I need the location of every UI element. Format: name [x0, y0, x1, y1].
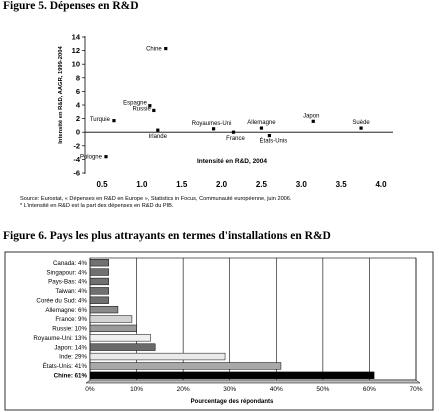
- figure6-category-chine: Chine: 61%: [54, 373, 88, 380]
- figure6-plot-background: [89, 257, 417, 381]
- figure5-x-tick-label: 4.0: [375, 180, 387, 189]
- figure5-x-tick-label: 2.5: [256, 180, 268, 189]
- figure5-point-label-royaumes-uni: Royaumes-Uni: [192, 121, 232, 127]
- figure5-point-label-suede: Suède: [352, 120, 370, 126]
- figure6-x-tick-label: 40%: [270, 386, 283, 393]
- figure6-bar-pays-bas: [89, 277, 109, 286]
- figure6-bar-japon: [89, 343, 156, 351]
- figure5-point-label-irlande: Irlande: [149, 134, 168, 140]
- figure6-x-tick-label: 60%: [363, 386, 376, 393]
- figure6-bar-coree-du-sud: [89, 296, 109, 304]
- figure5-y-tick-label: 4: [76, 101, 81, 110]
- figure5-point-label-etats-unis: États-Unis: [260, 138, 288, 145]
- figure6-category-canada: Canada: 4%: [53, 260, 88, 267]
- figure5-x-ticks: 0.5 1.0 1.5 2.0 2.5 3.0 3.5 4.0: [96, 180, 387, 189]
- figure5-y-tick-label: 0: [76, 128, 80, 137]
- figure5-footnote: * L'intensité en R&D est la part des dép…: [20, 203, 174, 209]
- figure6-x-tick-label: 70%: [409, 386, 422, 393]
- figure5-y-tick-label: -4: [73, 155, 80, 164]
- figure5-point-label-chine: Chine: [146, 47, 162, 53]
- figure5-title: Figure 5. Dépenses en R&D: [3, 0, 139, 12]
- figure5-y-tick-label: 2: [76, 114, 80, 123]
- figure6-category-taiwan: Taiwan: 4%: [55, 288, 87, 295]
- figure6-category-coree-du-sud: Corée du Sud: 4%: [36, 297, 87, 304]
- figure6-category-russie: Russie: 10%: [52, 326, 87, 333]
- figure6-x-tick-label: 50%: [316, 386, 329, 393]
- figure6-category-japon: Japon: 14%: [54, 344, 87, 351]
- figure6-floor: [85, 379, 421, 384]
- figure5-y-tick-label: 8: [76, 73, 80, 82]
- figure6-category-allemagne: Allemagne: 6%: [45, 307, 87, 314]
- figure5-point-label-france: France: [226, 136, 245, 142]
- figure6-category-inde: Inde: 29%: [59, 354, 87, 361]
- figure6-bar-russie: [89, 324, 137, 333]
- figure6-bar-chine: [89, 371, 375, 379]
- figure6-bars: [89, 259, 375, 379]
- figure6-x-tick-label: 10%: [130, 386, 143, 393]
- figure6-x-axis-label: Pourcentage des répondants: [191, 399, 274, 405]
- figure6-category-france: France: 9%: [55, 316, 87, 323]
- figure5-point-chine: [164, 46, 168, 51]
- figure6-x-tick-label: 0%: [85, 386, 95, 393]
- figure6-category-singapour: Singapour: 4%: [46, 269, 87, 276]
- figure5-source: Source: Eurostat, « Dépenses en R&D en E…: [20, 196, 292, 202]
- figure6-title: Figure 6. Pays les plus attrayants en te…: [3, 230, 331, 242]
- figure6-bar-inde: [89, 352, 226, 361]
- figure6-category-labels: Canada: 4% Singapour: 4% Pays-Bas: 4% Taiwa…: [33, 260, 87, 380]
- figure5-x-tick-label: 3.0: [296, 180, 308, 189]
- figure5-point-espagne: [148, 104, 152, 108]
- figure5-y-tick-label: 10: [72, 60, 80, 69]
- figure5-point-royaumes-uni: [212, 127, 216, 131]
- figure6-x-tick-label: 30%: [223, 386, 236, 393]
- figure5-point-irlande: [156, 128, 160, 132]
- figure6-category-etats-unis: États-Unis: 41%: [43, 363, 88, 370]
- figure5-point-label-russie: Russie: [132, 106, 151, 112]
- figure5-point-turquie: [112, 119, 116, 123]
- figure5-point-etats-unis: [267, 134, 271, 138]
- figure5-y-tick-label: -6: [73, 169, 80, 178]
- figure6-bar-taiwan: [89, 287, 109, 295]
- figure6-x-tick-label: 20%: [177, 386, 190, 393]
- figure5-y-tick-label: 14: [72, 33, 81, 42]
- figure5-x-tick-label: 0.5: [96, 180, 108, 189]
- figure5-point-russie: [152, 108, 156, 113]
- figure5-y-axis-label: Intensité en R&D, AAGR, 1999-2004: [58, 46, 64, 144]
- figure5-point-allemagne: [259, 126, 264, 130]
- figure5-y-tick-label: -2: [73, 141, 80, 150]
- figure6-bar-singapour: [89, 268, 109, 276]
- figure5-point-pologne: [104, 155, 108, 159]
- figure5-x-axis-label: Intensité en R&D, 2004: [197, 158, 267, 165]
- figure6-bar-france: [89, 315, 133, 323]
- figure5-point-label-pologne: Pologne: [80, 155, 103, 161]
- figure5-y-tick-label: 6: [76, 87, 80, 96]
- figure6-category-pays-bas: Pays-Bas: 4%: [48, 279, 87, 286]
- figure5-point-label-japon: Japon: [303, 113, 319, 119]
- figure5-point-label-espagne: Espagne: [123, 101, 147, 107]
- figure5-x-tick-label: 3.5: [336, 180, 348, 189]
- figure5-y-ticks: 14 12 10 8 6 4 2 0 -2 -4 -6: [72, 33, 85, 178]
- figure5-x-tick-label: 1.0: [136, 180, 148, 189]
- figure5-point-label-allemagne: Allemagne: [247, 120, 276, 126]
- figure5-point-japon: [311, 119, 315, 123]
- figure6-bar-allemagne: [89, 305, 119, 314]
- figure5-y-tick-label: 12: [72, 46, 80, 55]
- figure6-category-royaume-uni: Royaume-Uni: 13%: [33, 335, 87, 342]
- figure5-x-tick-label: 2.0: [216, 180, 228, 189]
- figure6-bar-royaume-uni: [89, 334, 151, 342]
- figure5-x-tick-label: 1.5: [176, 180, 188, 189]
- figure5-point-france: [231, 130, 236, 134]
- figure5-point-label-turquie: Turquie: [90, 117, 111, 123]
- figure5-point-suede: [359, 126, 363, 130]
- figure5-scatter-chart: 14 12 10 8 6 4 2 0 -2 -4 -6 0.5 1.0 1.5 2.0 2.5 3.0 3.5 4…: [58, 33, 393, 189]
- figure6-bar-canada: [89, 259, 109, 267]
- figure6-x-ticks: 0% 10% 20% 30% 40% 50% 60% 70%: [85, 386, 422, 393]
- figure6-bar-etats-unis: [89, 362, 282, 370]
